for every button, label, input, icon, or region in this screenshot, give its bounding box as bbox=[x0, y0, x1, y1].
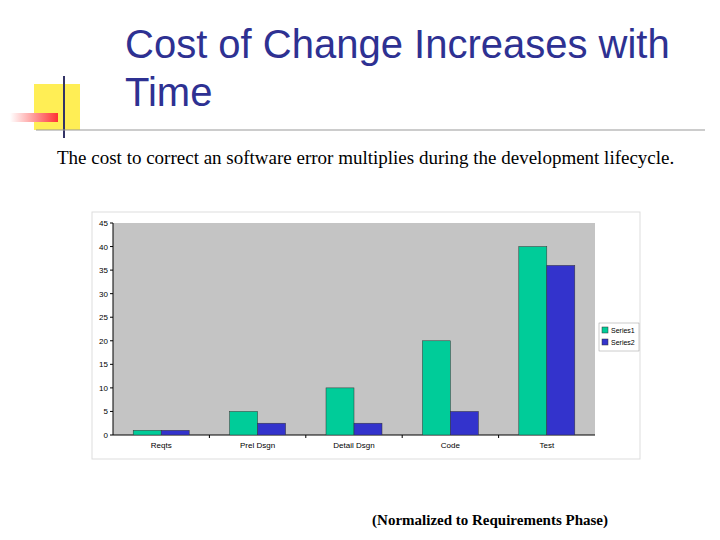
y-tick-label: 45 bbox=[99, 219, 108, 228]
title: Cost of Change Increases with Time bbox=[125, 20, 710, 116]
y-tick bbox=[110, 435, 113, 436]
x-tick-label: Test bbox=[539, 441, 554, 450]
y-tick bbox=[110, 246, 113, 247]
deco-square bbox=[34, 84, 80, 130]
y-tick bbox=[110, 387, 113, 388]
bar bbox=[230, 411, 258, 435]
x-tick bbox=[305, 435, 306, 438]
deco-line bbox=[63, 76, 65, 138]
legend-swatch bbox=[602, 339, 608, 345]
caption: (Normalized to Requirements Phase) bbox=[0, 512, 608, 529]
chart-area bbox=[92, 212, 640, 459]
plot-area bbox=[113, 223, 595, 435]
bar bbox=[422, 341, 450, 435]
legend-label: Series2 bbox=[611, 339, 635, 346]
bar bbox=[326, 388, 354, 435]
bar bbox=[258, 423, 286, 435]
y-tick bbox=[110, 223, 113, 224]
y-tick-label: 0 bbox=[104, 431, 109, 440]
y-tick bbox=[110, 270, 113, 271]
x-tick bbox=[498, 435, 499, 438]
y-tick-label: 35 bbox=[99, 266, 108, 275]
x-tick bbox=[402, 435, 403, 438]
legend-label: Series1 bbox=[611, 327, 635, 334]
bars bbox=[133, 247, 575, 435]
y-tick bbox=[110, 317, 113, 318]
y-tick-label: 5 bbox=[104, 407, 109, 416]
slide: Cost of Change Increases with Time The c… bbox=[0, 0, 720, 540]
bar bbox=[133, 430, 161, 435]
y-tick bbox=[110, 340, 113, 341]
y-axis bbox=[113, 223, 114, 435]
bar bbox=[547, 265, 575, 435]
y-tick bbox=[110, 293, 113, 294]
bar bbox=[519, 247, 547, 435]
deco-bar bbox=[10, 113, 58, 122]
legend bbox=[599, 323, 639, 351]
y-tick-label: 25 bbox=[99, 313, 108, 322]
x-tick-label: Code bbox=[441, 441, 461, 450]
bar bbox=[354, 423, 382, 435]
x-tick-label: Prel Dsgn bbox=[240, 441, 275, 450]
y-tick bbox=[110, 411, 113, 412]
y-tick-label: 15 bbox=[99, 360, 108, 369]
bar bbox=[450, 411, 478, 435]
x-tick-label: Detail Dsgn bbox=[333, 441, 374, 450]
y-tick bbox=[110, 364, 113, 365]
chart: 0 5 10 15 20 25 30 35 40 45 Reqts Prel Dsgn Detail D… bbox=[0, 0, 720, 540]
y-tick-label: 20 bbox=[99, 337, 108, 346]
deco-rule bbox=[36, 130, 705, 131]
y-tick-label: 40 bbox=[99, 243, 108, 252]
y-tick-label: 10 bbox=[99, 384, 108, 393]
subtitle: The cost to correct an software error mu… bbox=[57, 146, 687, 170]
x-tick bbox=[209, 435, 210, 438]
y-tick-label: 30 bbox=[99, 290, 108, 299]
bar bbox=[161, 430, 189, 435]
legend-swatch bbox=[602, 327, 608, 333]
x-tick-label: Reqts bbox=[151, 441, 172, 450]
